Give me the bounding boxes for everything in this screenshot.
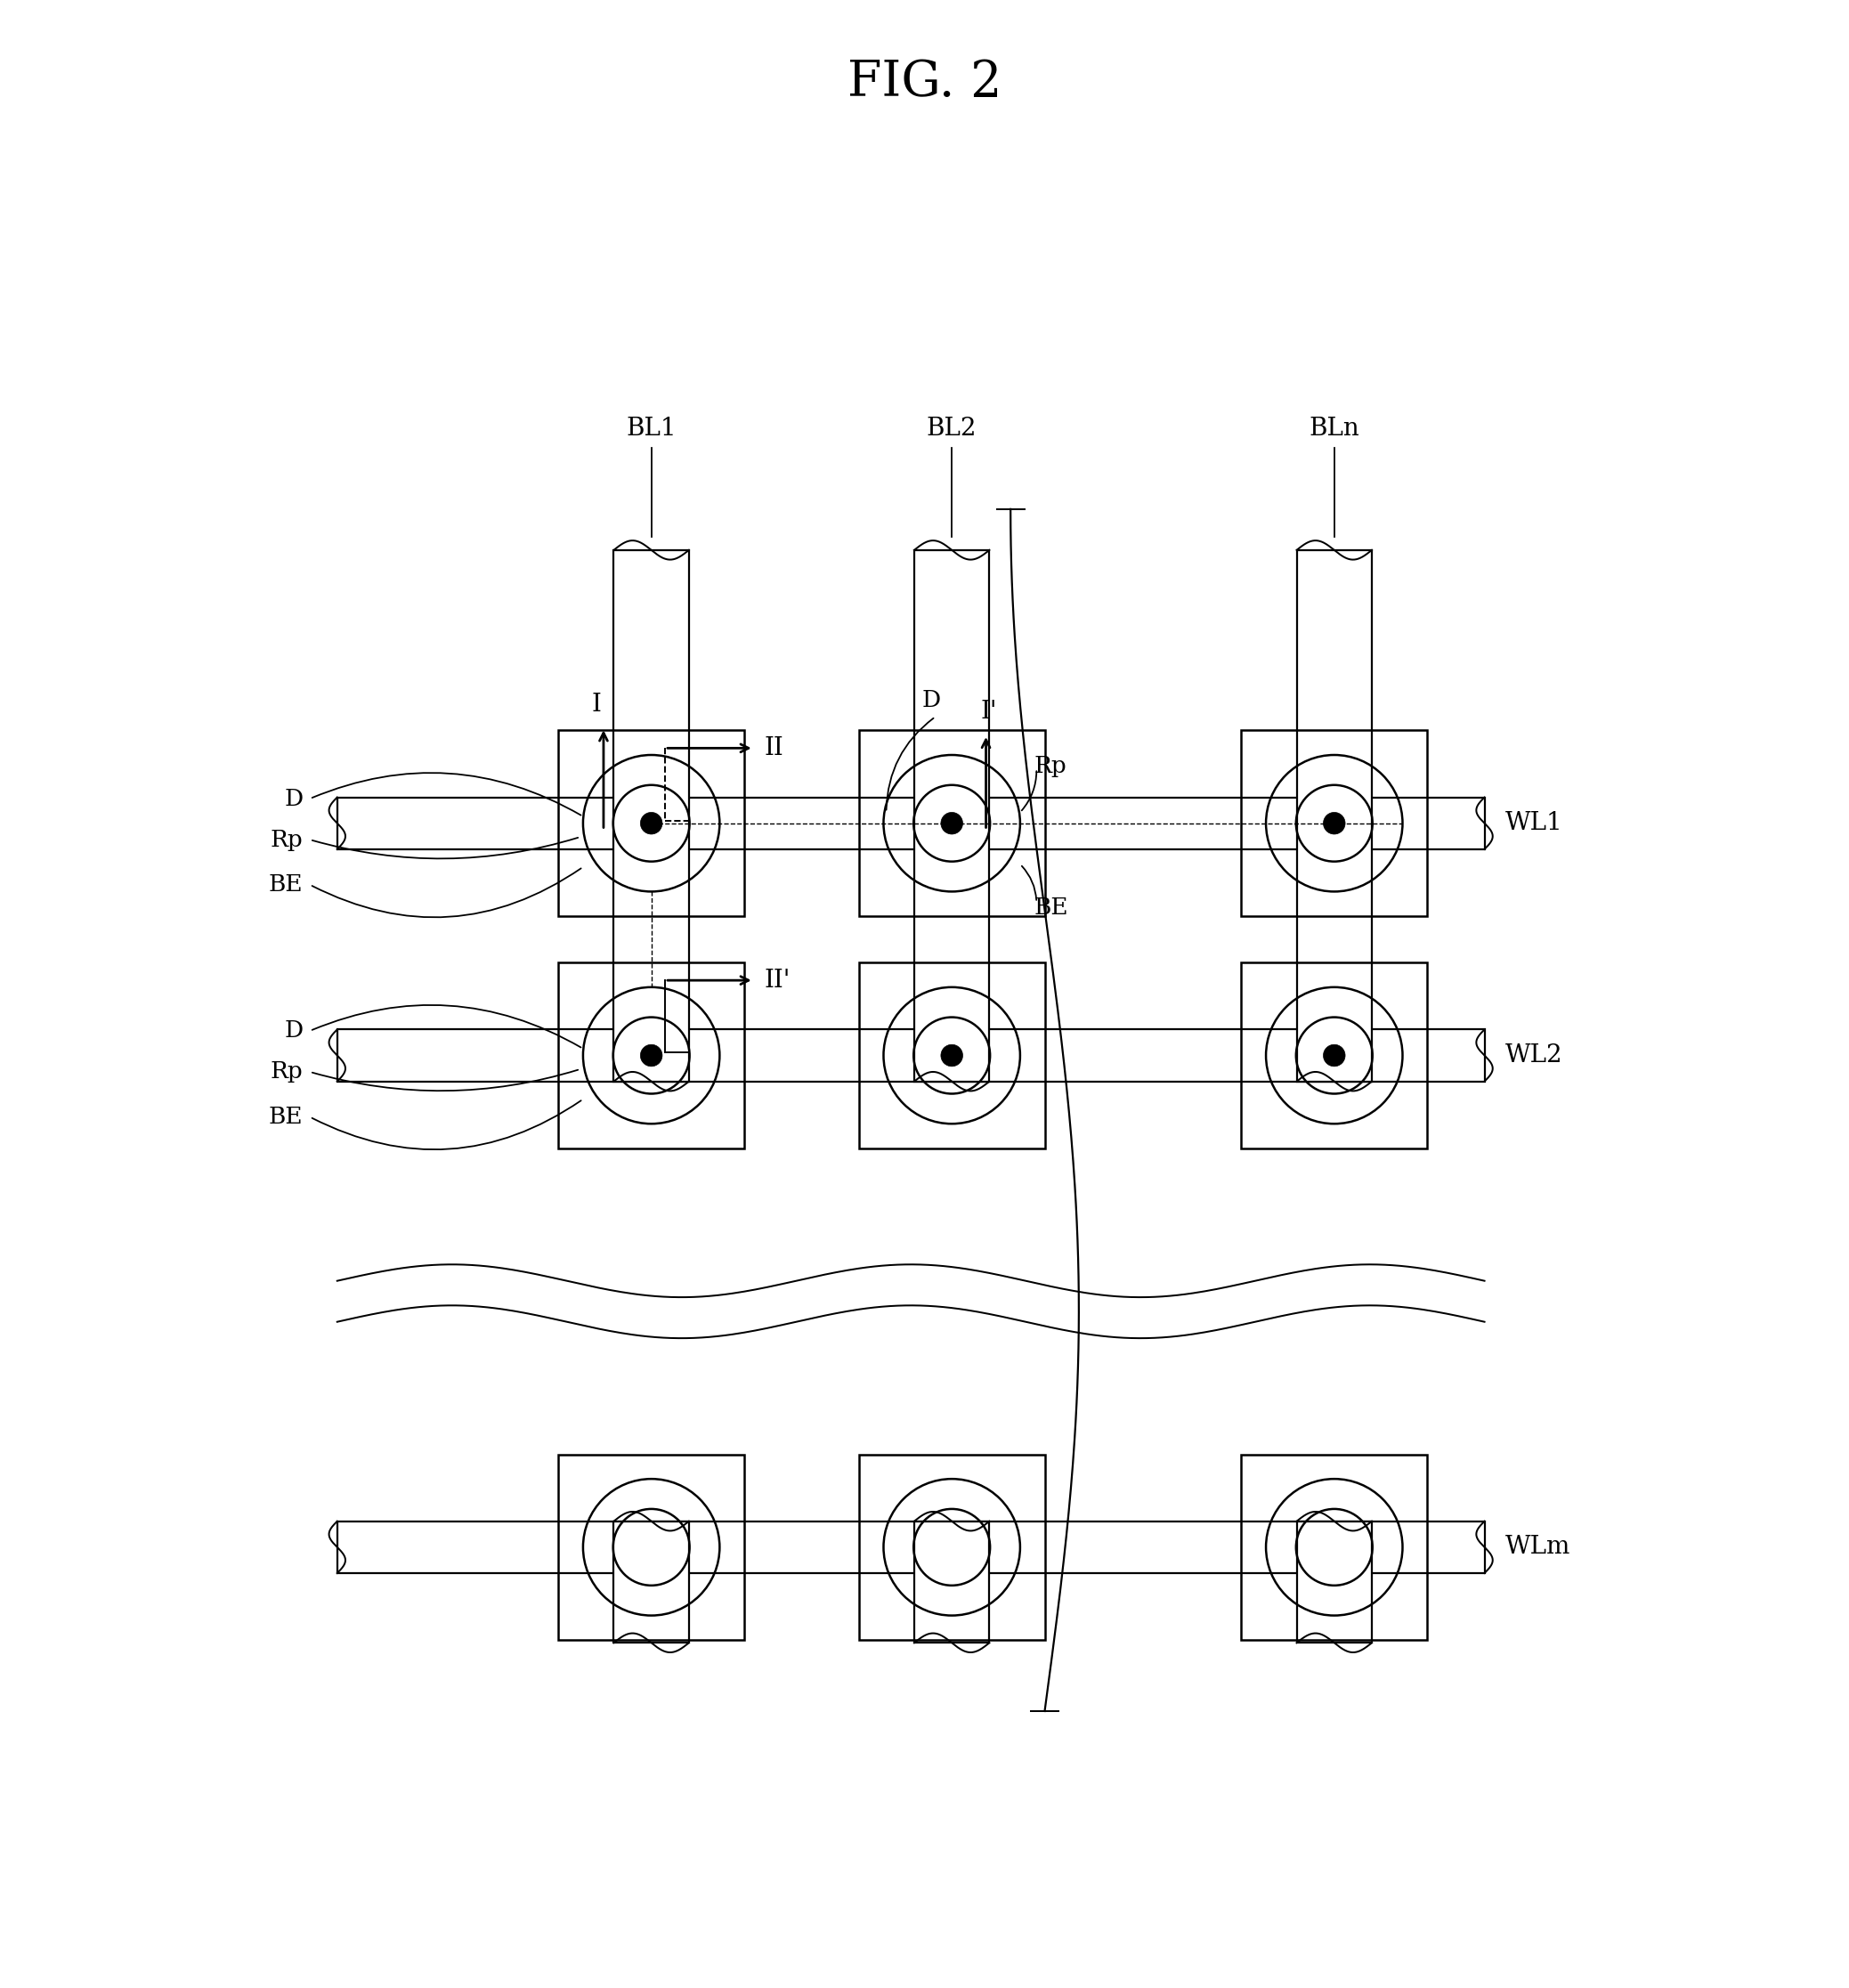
Bar	[558, 1455, 743, 1640]
Bar	[860, 962, 1045, 1149]
Text: Rp: Rp	[270, 829, 303, 851]
Text: WL1: WL1	[1505, 811, 1562, 835]
Text: WL2: WL2	[1505, 1044, 1562, 1068]
Bar	[1296, 1521, 1372, 1642]
Text: Rp: Rp	[270, 1062, 303, 1083]
Text: FIG. 2: FIG. 2	[847, 58, 1002, 107]
Bar	[1241, 730, 1427, 916]
Bar	[1241, 1455, 1427, 1640]
Bar	[614, 1521, 690, 1642]
Circle shape	[941, 1044, 963, 1066]
Text: BE: BE	[1034, 897, 1069, 918]
Bar	[558, 962, 743, 1149]
Text: D: D	[923, 690, 941, 712]
Text: BLn: BLn	[1309, 417, 1359, 441]
Text: BL2: BL2	[926, 417, 976, 441]
Bar	[1241, 962, 1427, 1149]
Circle shape	[640, 1044, 662, 1066]
Circle shape	[1324, 1044, 1346, 1066]
Bar	[614, 551, 690, 1081]
Text: WLm: WLm	[1505, 1535, 1570, 1559]
Text: D: D	[285, 1020, 303, 1042]
Bar	[860, 730, 1045, 916]
Text: Rp: Rp	[1034, 755, 1067, 777]
Bar	[337, 797, 1485, 849]
Text: II': II'	[765, 968, 791, 992]
Circle shape	[640, 813, 662, 835]
Text: II: II	[765, 736, 784, 759]
Circle shape	[1324, 813, 1346, 835]
Bar	[558, 730, 743, 916]
Bar	[337, 1030, 1485, 1081]
Circle shape	[941, 813, 963, 835]
Bar	[1296, 551, 1372, 1081]
Text: I: I	[592, 692, 601, 718]
Text: BL1: BL1	[627, 417, 677, 441]
Text: I': I'	[980, 700, 997, 724]
Bar	[337, 1521, 1485, 1573]
Text: BE: BE	[268, 1105, 303, 1127]
Text: BE: BE	[268, 873, 303, 897]
Bar	[860, 1455, 1045, 1640]
Bar	[913, 551, 989, 1081]
Bar	[913, 1521, 989, 1642]
Text: D: D	[285, 787, 303, 809]
